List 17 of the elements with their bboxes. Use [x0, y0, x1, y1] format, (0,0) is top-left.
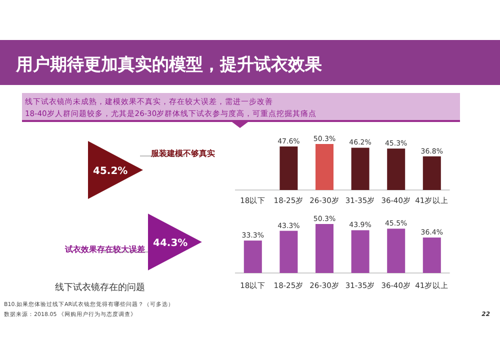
bar: [280, 230, 298, 273]
bar: [280, 146, 298, 190]
bar: [316, 144, 334, 190]
bar: [387, 228, 406, 273]
bar: [422, 156, 441, 190]
bar: [316, 224, 334, 273]
text: 线下试衣镜存在的问题: [55, 282, 145, 293]
data-label: 44.3%: [153, 238, 188, 249]
bar: [422, 238, 441, 273]
bar: [351, 230, 370, 273]
category-label: 服装建模不够真实: [150, 148, 215, 158]
data-label: 45.2%: [93, 166, 128, 177]
bar: [244, 240, 262, 273]
bar: [351, 148, 370, 190]
category-label: 试衣效果存在较大误差: [64, 245, 145, 254]
text: 用户期待更加真实的模型，提升试衣效果: [15, 55, 323, 75]
bar: [387, 148, 406, 190]
